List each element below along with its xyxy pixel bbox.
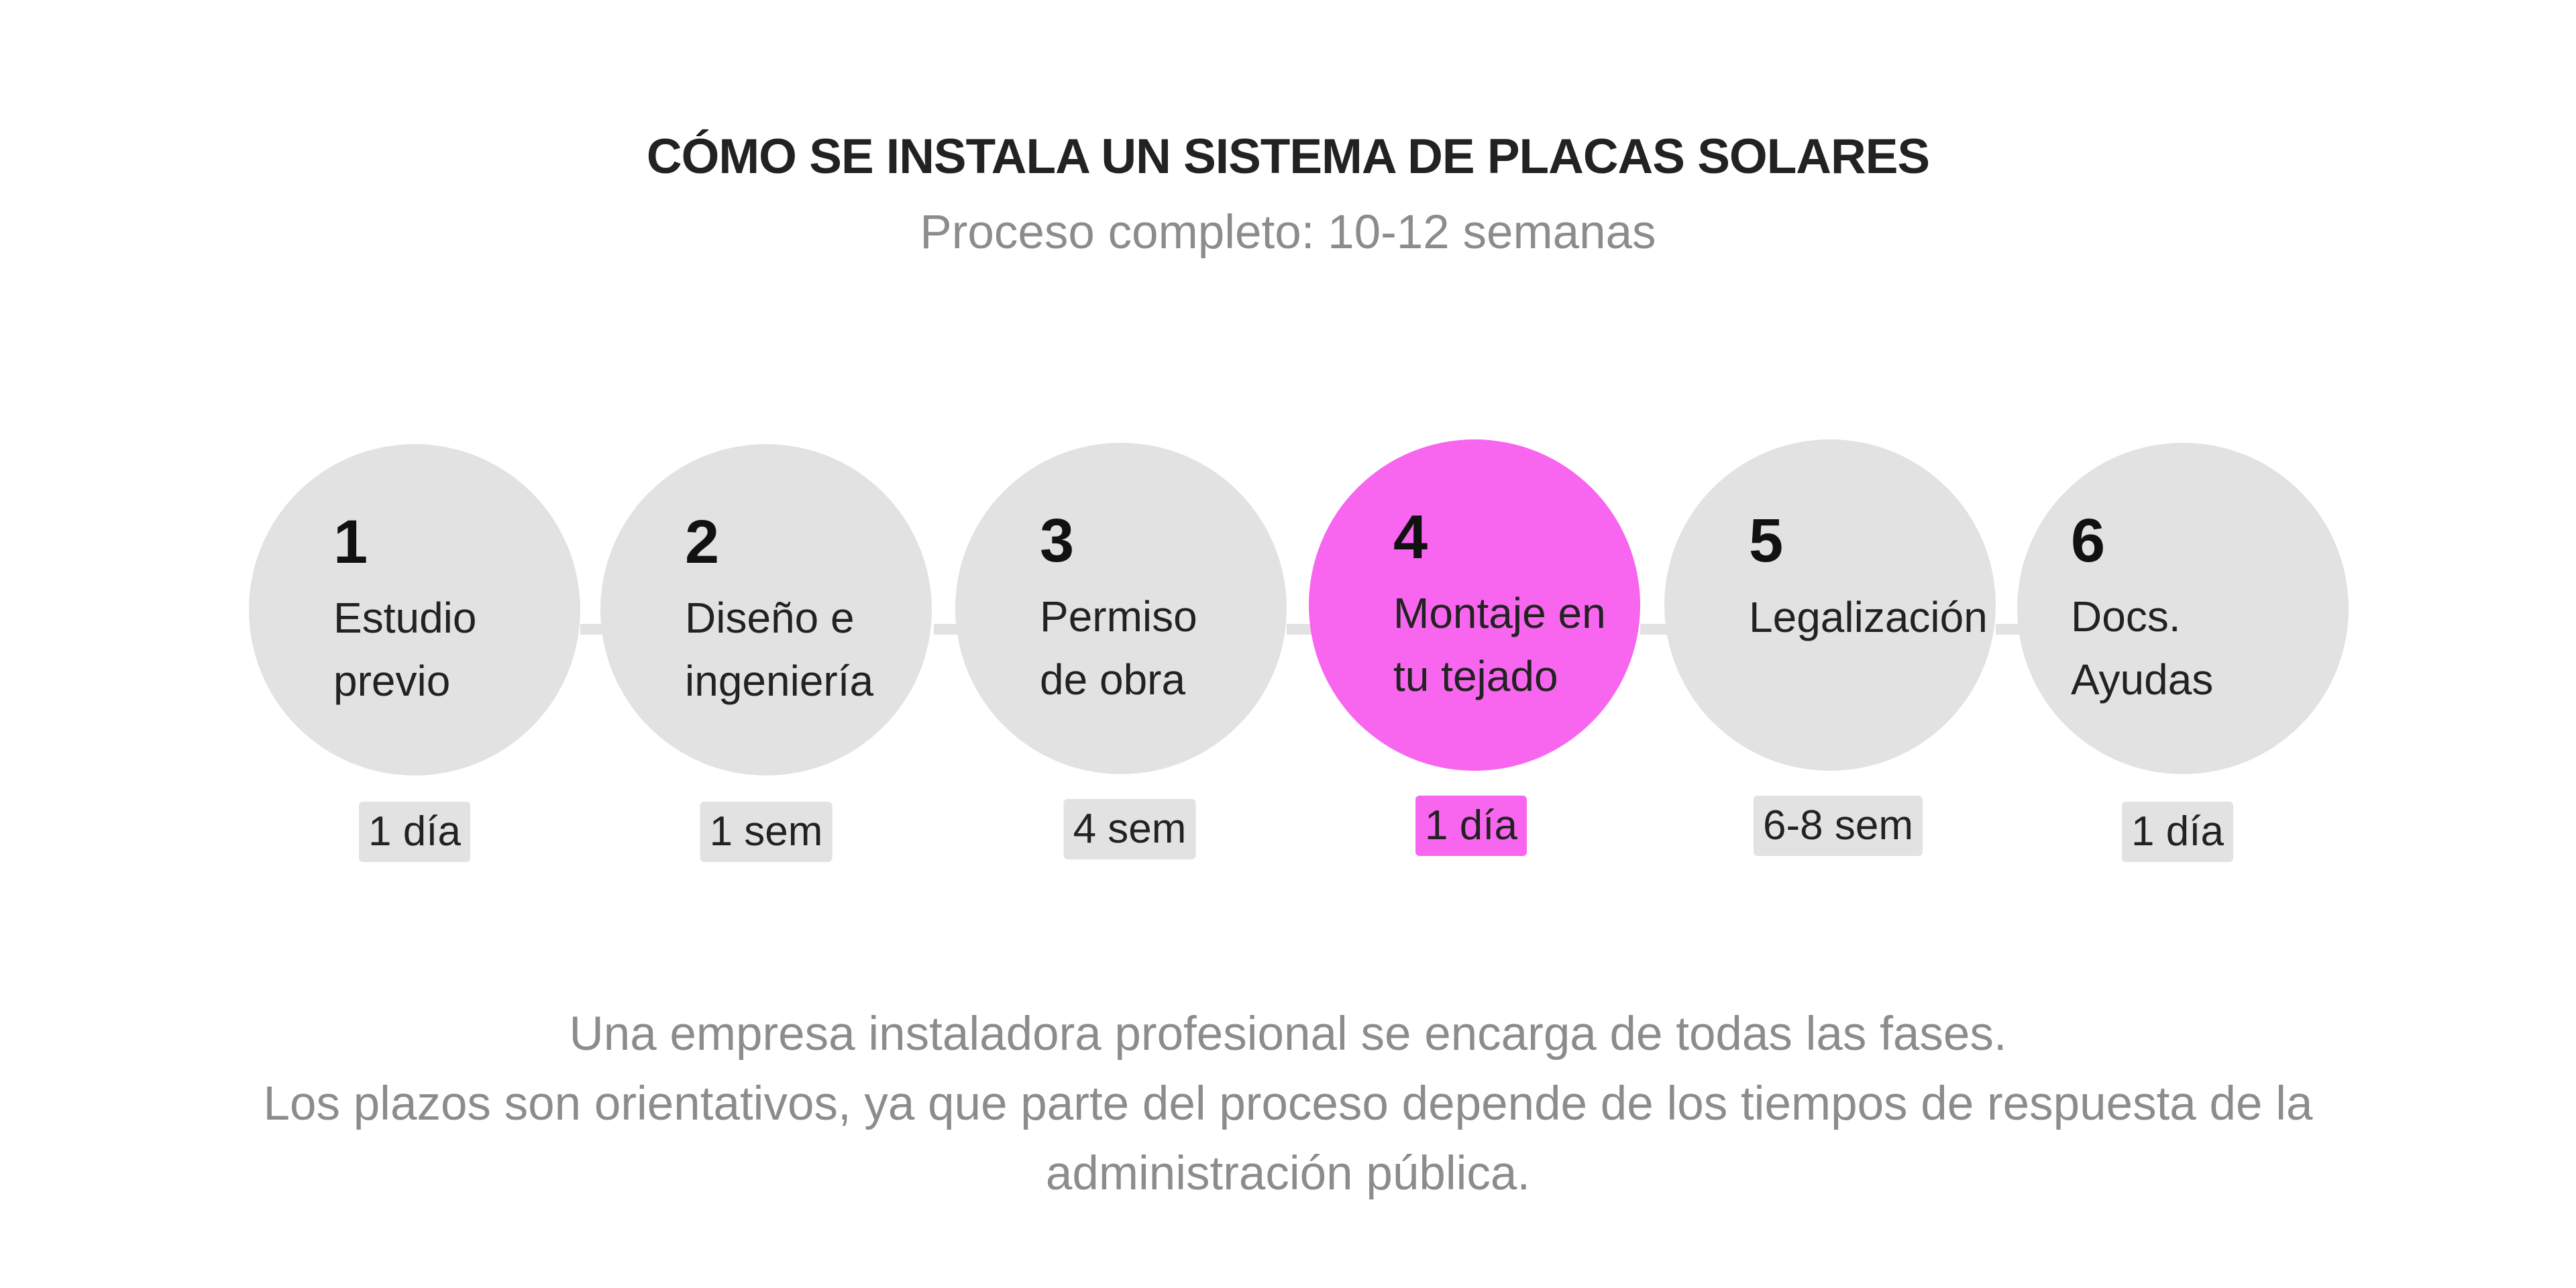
step-1-circle: 1 Estudio previo [249, 444, 580, 775]
step-3-duration-badge: 4 sem [1063, 799, 1196, 859]
step-6-circle: 6 Docs. Ayudas [2017, 443, 2349, 774]
step-2-label: Diseño e ingeniería [685, 594, 874, 705]
step-5-circle: 5 Legalización [1664, 439, 1996, 771]
step-5-label: Legalización [1749, 593, 1988, 641]
step-3-label: Permiso de obra [1040, 592, 1197, 704]
step-2-number: 2 [685, 508, 720, 576]
footnote-line-3: administración pública. [1045, 1147, 1531, 1200]
step-3-circle: 3 Permiso de obra [955, 443, 1287, 774]
step-4-circle: 4 Montaje en tu tejado [1309, 439, 1640, 771]
step-4-number: 4 [1393, 503, 1428, 572]
page-subtitle: Proceso completo: 10-12 semanas [920, 206, 1656, 259]
step-5-number: 5 [1749, 506, 1784, 575]
step-4-label: Montaje en tu tejado [1393, 589, 1606, 700]
footnote-line-1: Una empresa instaladora profesional se e… [569, 1008, 2007, 1061]
footnote-line-2: Los plazos son orientativos, ya que part… [263, 1077, 2313, 1130]
step-6-duration-badge: 1 día [2122, 802, 2233, 862]
step-6-number: 6 [2071, 506, 2106, 575]
step-5-duration-badge: 6-8 sem [1754, 796, 1923, 856]
step-1-duration-badge: 1 día [359, 802, 470, 862]
footnote: Una empresa instaladora profesional se e… [0, 1000, 2576, 1209]
step-4-duration-badge: 1 día [1415, 796, 1527, 856]
step-2-circle: 2 Diseño e ingeniería [600, 444, 932, 775]
step-6-label: Docs. Ayudas [2071, 592, 2214, 704]
page-title: CÓMO SE INSTALA UN SISTEMA DE PLACAS SOL… [646, 129, 1930, 184]
step-1-label: Estudio previo [333, 594, 477, 705]
step-1-number: 1 [333, 508, 368, 576]
step-2-duration-badge: 1 sem [700, 802, 833, 862]
step-3-number: 3 [1040, 506, 1075, 575]
